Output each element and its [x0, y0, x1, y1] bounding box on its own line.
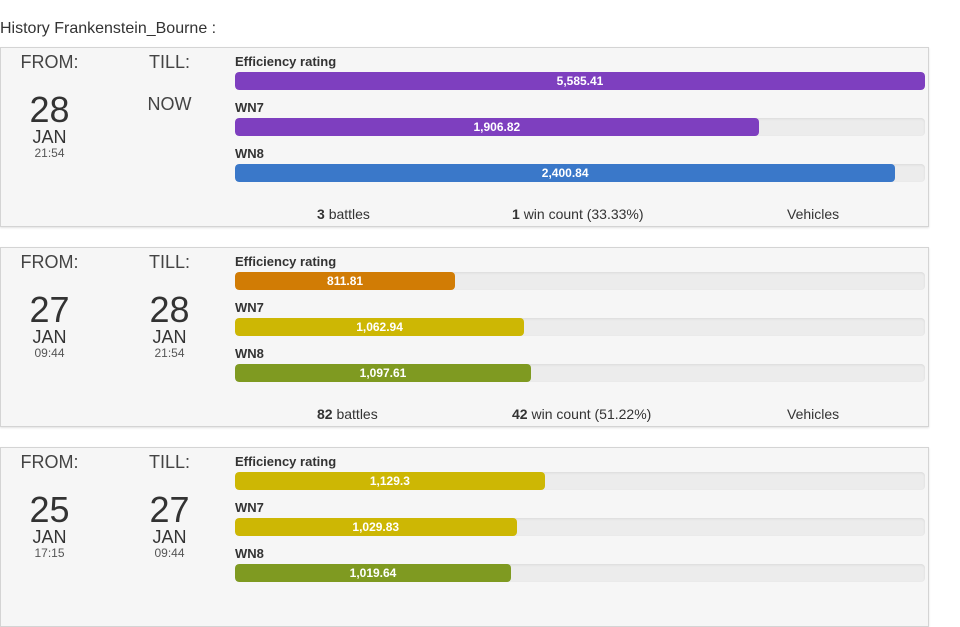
wn8-label: WN8 — [235, 346, 264, 361]
from-month: JAN — [32, 527, 67, 547]
till-month: JAN — [152, 527, 187, 547]
wins-suffix: win count — [531, 406, 591, 422]
wn8-bar-fill: 1,019.64 — [235, 564, 511, 582]
history-panel-3: FROM: TILL: 25 JAN 17:15 27 JAN 09:44 Ef… — [0, 447, 929, 627]
wn7-label: WN7 — [235, 300, 264, 315]
wn8-bar: 1,097.61 — [235, 364, 925, 382]
wn7-label: WN7 — [235, 100, 264, 115]
battles-suffix: battles — [336, 406, 378, 422]
wins-suffix: win count — [523, 206, 583, 222]
wn7-bar-fill: 1,029.83 — [235, 518, 517, 536]
history-panel-1: FROM: TILL: 28 JAN 21:54 NOW Efficiency … — [0, 47, 929, 227]
efficiency-bar: 1,129.3 — [235, 472, 925, 490]
vehicles-link[interactable]: Vehicles — [787, 206, 840, 222]
till-month: JAN — [152, 327, 187, 347]
till-time: 09:44 — [154, 546, 185, 560]
from-day: 28 — [29, 89, 70, 130]
wins-value: 1 — [512, 206, 520, 222]
wn8-bar: 2,400.84 — [235, 164, 925, 182]
wn7-bar-fill: 1,906.82 — [235, 118, 759, 136]
from-label: FROM: — [20, 52, 79, 72]
till-date: 27 JAN 09:44 — [121, 489, 218, 561]
from-time: 17:15 — [34, 546, 65, 560]
till-now: NOW — [147, 94, 192, 114]
history-title: History Frankenstein_Bourne : — [0, 20, 217, 37]
efficiency-bar-fill: 5,585.41 — [235, 72, 925, 90]
from-month: JAN — [32, 127, 67, 147]
efficiency-bar: 811.81 — [235, 272, 925, 290]
wn8-bar-fill: 1,097.61 — [235, 364, 531, 382]
wn7-label: WN7 — [235, 500, 264, 515]
wn7-bar-fill: 1,062.94 — [235, 318, 525, 336]
win-count: 1 win count (33.33%) — [512, 206, 644, 222]
win-percent: (33.33%) — [586, 206, 644, 222]
from-day: 27 — [29, 289, 70, 330]
wn8-bar-fill: 2,400.84 — [235, 164, 896, 182]
efficiency-label: Efficiency rating — [235, 454, 337, 469]
battles-count: 82 battles — [317, 406, 378, 422]
efficiency-bar-fill: 1,129.3 — [235, 472, 545, 490]
from-date: 25 JAN 17:15 — [1, 489, 98, 561]
battles-value: 82 — [317, 406, 333, 422]
wins-value: 42 — [512, 406, 528, 422]
wn8-label: WN8 — [235, 146, 264, 161]
history-panel-2: FROM: TILL: 27 JAN 09:44 28 JAN 21:54 Ef… — [0, 247, 929, 427]
from-month: JAN — [32, 327, 67, 347]
till-day: 28 — [149, 289, 190, 330]
efficiency-bar: 5,585.41 — [235, 72, 925, 90]
till-label: TILL: — [148, 452, 191, 472]
till-label: TILL: — [148, 252, 191, 272]
efficiency-bar-fill: 811.81 — [235, 272, 456, 290]
from-date: 27 JAN 09:44 — [1, 289, 98, 361]
from-day: 25 — [29, 489, 70, 530]
efficiency-label: Efficiency rating — [235, 54, 337, 69]
efficiency-label: Efficiency rating — [235, 254, 337, 269]
battles-suffix: battles — [328, 206, 370, 222]
battles-value: 3 — [317, 206, 325, 222]
battles-count: 3 battles — [317, 206, 370, 222]
till-date: 28 JAN 21:54 — [121, 289, 218, 361]
till-label: TILL: — [148, 52, 191, 72]
vehicles-link[interactable]: Vehicles — [787, 406, 840, 422]
win-count: 42 win count (51.22%) — [512, 406, 651, 422]
wn7-bar: 1,029.83 — [235, 518, 925, 536]
from-date: 28 JAN 21:54 — [1, 89, 98, 161]
till-time: 21:54 — [154, 346, 185, 360]
win-percent: (51.22%) — [594, 406, 652, 422]
till-day: 27 — [149, 489, 190, 530]
from-label: FROM: — [20, 452, 79, 472]
from-time: 21:54 — [34, 146, 65, 160]
wn8-label: WN8 — [235, 546, 264, 561]
wn7-bar: 1,906.82 — [235, 118, 925, 136]
from-time: 09:44 — [34, 346, 65, 360]
wn8-bar: 1,019.64 — [235, 564, 925, 582]
wn7-bar: 1,062.94 — [235, 318, 925, 336]
from-label: FROM: — [20, 252, 79, 272]
